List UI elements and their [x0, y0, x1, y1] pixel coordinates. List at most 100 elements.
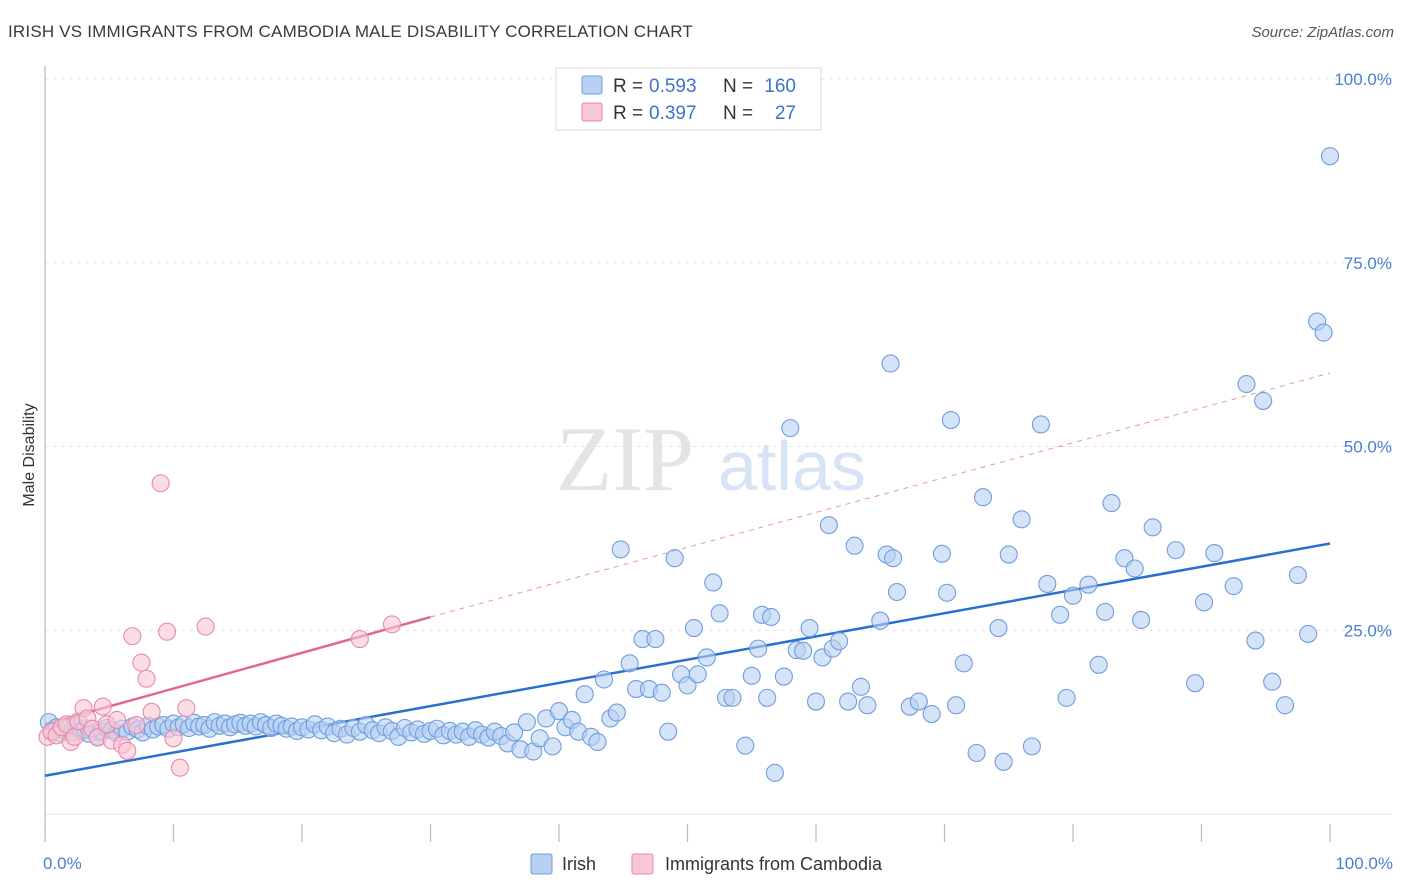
- irish-point: [1263, 672, 1282, 691]
- irish-point: [1012, 510, 1031, 529]
- irish-point: [1057, 688, 1076, 707]
- legend-swatch-irish: [581, 75, 603, 95]
- cambodia-point: [123, 627, 142, 646]
- irish-point: [1320, 147, 1340, 166]
- irish-point: [710, 604, 729, 623]
- irish-point: [994, 752, 1013, 771]
- irish-point: [530, 729, 549, 748]
- irish-point: [749, 639, 768, 658]
- irish-point: [1254, 391, 1273, 410]
- irish-point: [819, 516, 838, 535]
- irish-point: [909, 692, 928, 711]
- data-points: [38, 147, 1340, 782]
- irish-point: [871, 611, 890, 630]
- irish-point: [1166, 541, 1185, 560]
- irish-point: [1224, 577, 1243, 596]
- bottom-legend-label-irish: Irish: [562, 854, 596, 874]
- watermark-atlas: atlas: [718, 427, 866, 505]
- irish-point: [652, 683, 671, 702]
- cambodia-point: [164, 729, 183, 748]
- legend-swatch-cambodia: [581, 102, 603, 122]
- irish-point: [845, 536, 864, 555]
- series-legend: Irish Immigrants from Cambodia: [530, 853, 883, 875]
- irish-point: [594, 670, 614, 689]
- irish-point: [1038, 574, 1057, 593]
- irish-point: [1275, 696, 1295, 715]
- legend-r-value-cambodia: 0.397: [649, 103, 697, 124]
- irish-point: [549, 702, 569, 721]
- irish-point: [941, 410, 960, 430]
- irish-point: [736, 736, 755, 755]
- irish-point: [1314, 323, 1333, 342]
- irish-point: [851, 677, 871, 696]
- irish-point: [774, 667, 793, 686]
- irish-point: [504, 723, 524, 742]
- irish-point: [1125, 559, 1144, 578]
- irish-point: [967, 743, 986, 763]
- irish-point: [1079, 575, 1098, 594]
- irish-point: [1132, 610, 1151, 630]
- irish-point: [758, 688, 777, 707]
- gridlines: [45, 78, 1392, 815]
- irish-point: [607, 703, 626, 722]
- irish-point: [830, 632, 849, 651]
- irish-point: [781, 419, 800, 438]
- cambodia-point: [137, 669, 156, 688]
- watermark-zip: ZIP: [556, 408, 694, 510]
- legend-r-label-cambodia: R =: [613, 103, 643, 124]
- legend-r-value-irish: 0.593: [649, 76, 697, 97]
- bottom-legend-swatch-cambodia: [631, 853, 654, 875]
- y-tick-label: 100.0%: [1334, 70, 1392, 89]
- irish-point: [684, 618, 703, 638]
- watermark: ZIP atlas: [556, 408, 866, 510]
- irish-point: [611, 540, 630, 559]
- series-cambodia: [38, 474, 402, 777]
- irish-point: [932, 544, 951, 563]
- irish-point: [1288, 566, 1307, 585]
- cambodia-point: [132, 653, 151, 672]
- series-irish: [39, 147, 1340, 782]
- legend-n-value-irish: 160: [764, 76, 796, 97]
- irish-point: [999, 545, 1018, 564]
- x-tick-label: 100.0%: [1335, 854, 1393, 873]
- irish-point: [1096, 602, 1115, 621]
- irish-point: [575, 685, 594, 704]
- irish-point: [665, 549, 684, 568]
- irish-point: [1299, 624, 1318, 643]
- irish-point: [697, 648, 716, 667]
- cambodia-point: [107, 710, 127, 729]
- irish-point: [588, 732, 607, 752]
- cambodia-point: [158, 622, 177, 641]
- cambodia-point: [142, 702, 161, 721]
- cambodia-point: [151, 474, 170, 493]
- irish-point: [1102, 494, 1121, 513]
- chart-title: IRISH VS IMMIGRANTS FROM CAMBODIA MALE D…: [8, 22, 693, 41]
- cambodia-point: [382, 615, 402, 634]
- y-tick-label: 50.0%: [1344, 438, 1392, 457]
- y-axis-title: Male Disability: [21, 403, 38, 506]
- cambodia-point: [93, 697, 112, 716]
- irish-point: [794, 641, 813, 660]
- irish-point: [1195, 593, 1214, 612]
- irish-point: [839, 692, 858, 711]
- bottom-legend-label-cambodia: Immigrants from Cambodia: [665, 854, 883, 874]
- irish-point: [517, 713, 536, 732]
- legend-n-label-irish: N =: [723, 76, 753, 97]
- cambodia-point: [118, 741, 137, 760]
- legend-r-label-irish: R =: [613, 76, 643, 97]
- cambodia-point: [65, 727, 84, 746]
- tick-labels: 25.0% 50.0% 75.0% 100.0% 0.0% 100.0%: [43, 70, 1393, 873]
- irish-point: [800, 618, 819, 638]
- x-tick-label: 0.0%: [43, 854, 82, 873]
- legend-n-value-cambodia: 27: [775, 103, 796, 124]
- irish-point: [938, 583, 957, 602]
- irish-point: [806, 692, 826, 711]
- y-tick-label: 75.0%: [1344, 254, 1392, 273]
- irish-point: [1022, 737, 1041, 756]
- irish-point: [688, 665, 707, 684]
- irish-point: [620, 654, 639, 673]
- stats-legend: R = 0.593 N = 160 R = 0.397 N = 27: [555, 67, 822, 131]
- irish-point: [543, 737, 562, 756]
- irish-point: [1186, 674, 1205, 693]
- source-label: Source: ZipAtlas.com: [1251, 24, 1394, 41]
